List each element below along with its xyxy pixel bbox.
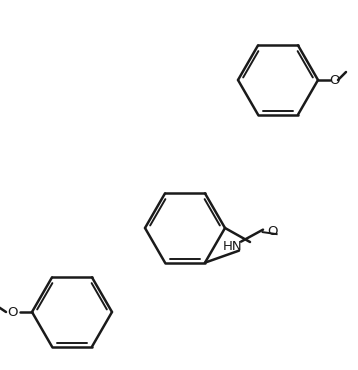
Text: O: O [7, 306, 17, 319]
Text: O: O [329, 74, 339, 87]
Text: O: O [268, 225, 278, 238]
Text: HN: HN [223, 240, 243, 253]
